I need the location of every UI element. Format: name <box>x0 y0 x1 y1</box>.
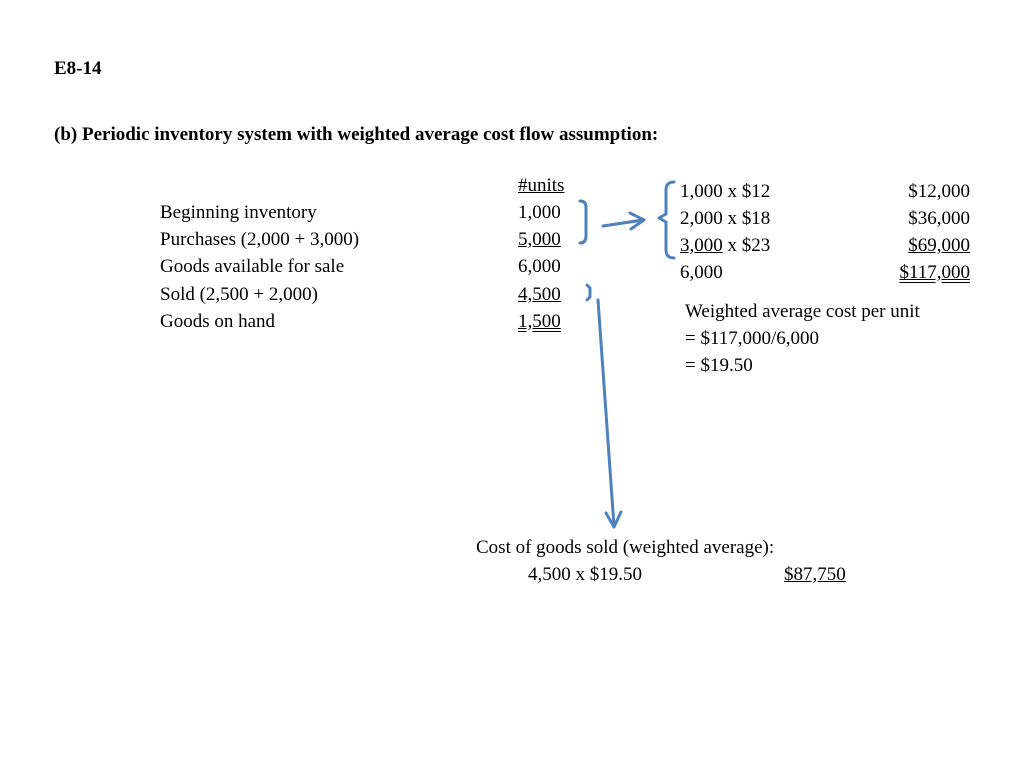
row-label-sold: Sold (2,500 + 2,000) <box>160 284 318 305</box>
cost-line-1: 1,000 x $12 <box>680 179 770 205</box>
cost-amount-1: $12,000 <box>908 181 970 202</box>
cogs-amount: $87,750 <box>784 564 846 585</box>
small-bracket-icon <box>585 283 592 302</box>
cost-amount-3: $69,000 <box>908 235 970 256</box>
row-units-sold: 4,500 <box>518 284 561 305</box>
cogs-calc: 4,500 x $19.50 <box>528 564 642 585</box>
left-bracket-icon <box>657 180 676 260</box>
units-header: #units <box>518 175 565 196</box>
cost-rate-2: x $18 <box>722 208 771 229</box>
cost-line-2: 2,000 x $18 <box>680 206 770 232</box>
cost-qty-2: 2,000 <box>680 208 723 229</box>
cost-qty-3: 3,000 <box>680 235 723 256</box>
arrow-down-icon <box>596 298 616 528</box>
row-label-purchases: Purchases (2,000 + 3,000) <box>160 229 360 250</box>
weighted-avg-line-1: Weighted average cost per unit <box>685 301 920 322</box>
row-units-goods-available: 6,000 <box>518 256 561 277</box>
exercise-heading: E8-14 <box>54 58 102 79</box>
row-units-goods-on-hand: 1,500 <box>518 311 561 332</box>
cogs-label: Cost of goods sold (weighted average): <box>476 537 775 558</box>
right-bracket-icon <box>578 199 588 245</box>
row-units-beginning-inventory: 1,000 <box>518 202 561 223</box>
row-label-goods-on-hand: Goods on hand <box>160 311 276 332</box>
cost-qty-1: 1,000 <box>680 181 723 202</box>
row-label-beginning-inventory: Beginning inventory <box>160 202 317 223</box>
cost-line-3: 3,000 x $23 <box>680 233 770 259</box>
arrow-down-head-icon <box>604 510 623 529</box>
cost-rate-1: x $12 <box>722 181 771 202</box>
cost-amount-total: $117,000 <box>899 262 970 283</box>
weighted-avg-line-2: = $117,000/6,000 <box>685 328 820 349</box>
weighted-avg-line-3: = $19.50 <box>685 355 753 376</box>
cost-amount-2: $36,000 <box>908 208 970 229</box>
row-label-goods-available: Goods available for sale <box>160 256 345 277</box>
cost-qty-total: 6,000 <box>680 262 723 283</box>
cost-rate-3: x $23 <box>722 235 771 256</box>
arrow-right-head-icon <box>628 211 646 231</box>
section-subtitle: (b) Periodic inventory system with weigh… <box>54 124 659 145</box>
row-units-purchases: 5,000 <box>518 229 561 250</box>
arrow-right-icon <box>601 218 645 228</box>
